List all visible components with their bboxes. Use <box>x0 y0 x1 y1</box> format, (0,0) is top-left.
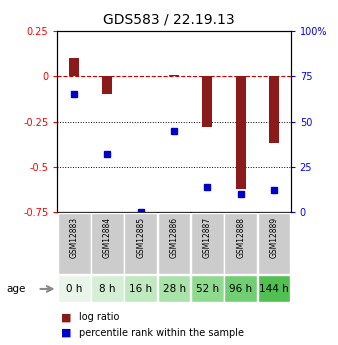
Text: GSM12888: GSM12888 <box>236 217 245 258</box>
Text: 8 h: 8 h <box>99 284 116 294</box>
Bar <box>191 275 224 303</box>
Text: GSM12889: GSM12889 <box>269 217 279 258</box>
Bar <box>202 76 212 127</box>
Bar <box>191 213 224 274</box>
Text: 28 h: 28 h <box>163 284 186 294</box>
Text: GSM12887: GSM12887 <box>203 217 212 258</box>
Bar <box>91 213 124 274</box>
Bar <box>236 76 246 189</box>
Text: GDS583 / 22.19.13: GDS583 / 22.19.13 <box>103 12 235 26</box>
Text: 52 h: 52 h <box>196 284 219 294</box>
Text: GSM12886: GSM12886 <box>170 217 178 258</box>
Bar <box>258 275 290 303</box>
Bar <box>224 275 257 303</box>
Text: percentile rank within the sample: percentile rank within the sample <box>79 328 244 338</box>
Bar <box>102 76 113 95</box>
Bar <box>258 213 290 274</box>
Text: GSM12884: GSM12884 <box>103 217 112 258</box>
Bar <box>158 275 191 303</box>
Text: ■: ■ <box>61 328 71 338</box>
Text: log ratio: log ratio <box>79 313 120 322</box>
Text: ■: ■ <box>61 313 71 322</box>
Bar <box>58 275 91 303</box>
Bar <box>58 213 91 274</box>
Bar <box>224 213 257 274</box>
Bar <box>158 213 191 274</box>
Text: age: age <box>7 284 26 294</box>
Bar <box>169 75 179 76</box>
Text: 0 h: 0 h <box>66 284 82 294</box>
Text: GSM12883: GSM12883 <box>70 217 79 258</box>
Text: 144 h: 144 h <box>259 284 289 294</box>
Bar <box>69 58 79 76</box>
Bar <box>124 275 157 303</box>
Text: 96 h: 96 h <box>229 284 252 294</box>
Bar <box>269 76 279 144</box>
Bar <box>91 275 124 303</box>
Text: 16 h: 16 h <box>129 284 152 294</box>
Text: GSM12885: GSM12885 <box>136 217 145 258</box>
Bar <box>124 213 157 274</box>
